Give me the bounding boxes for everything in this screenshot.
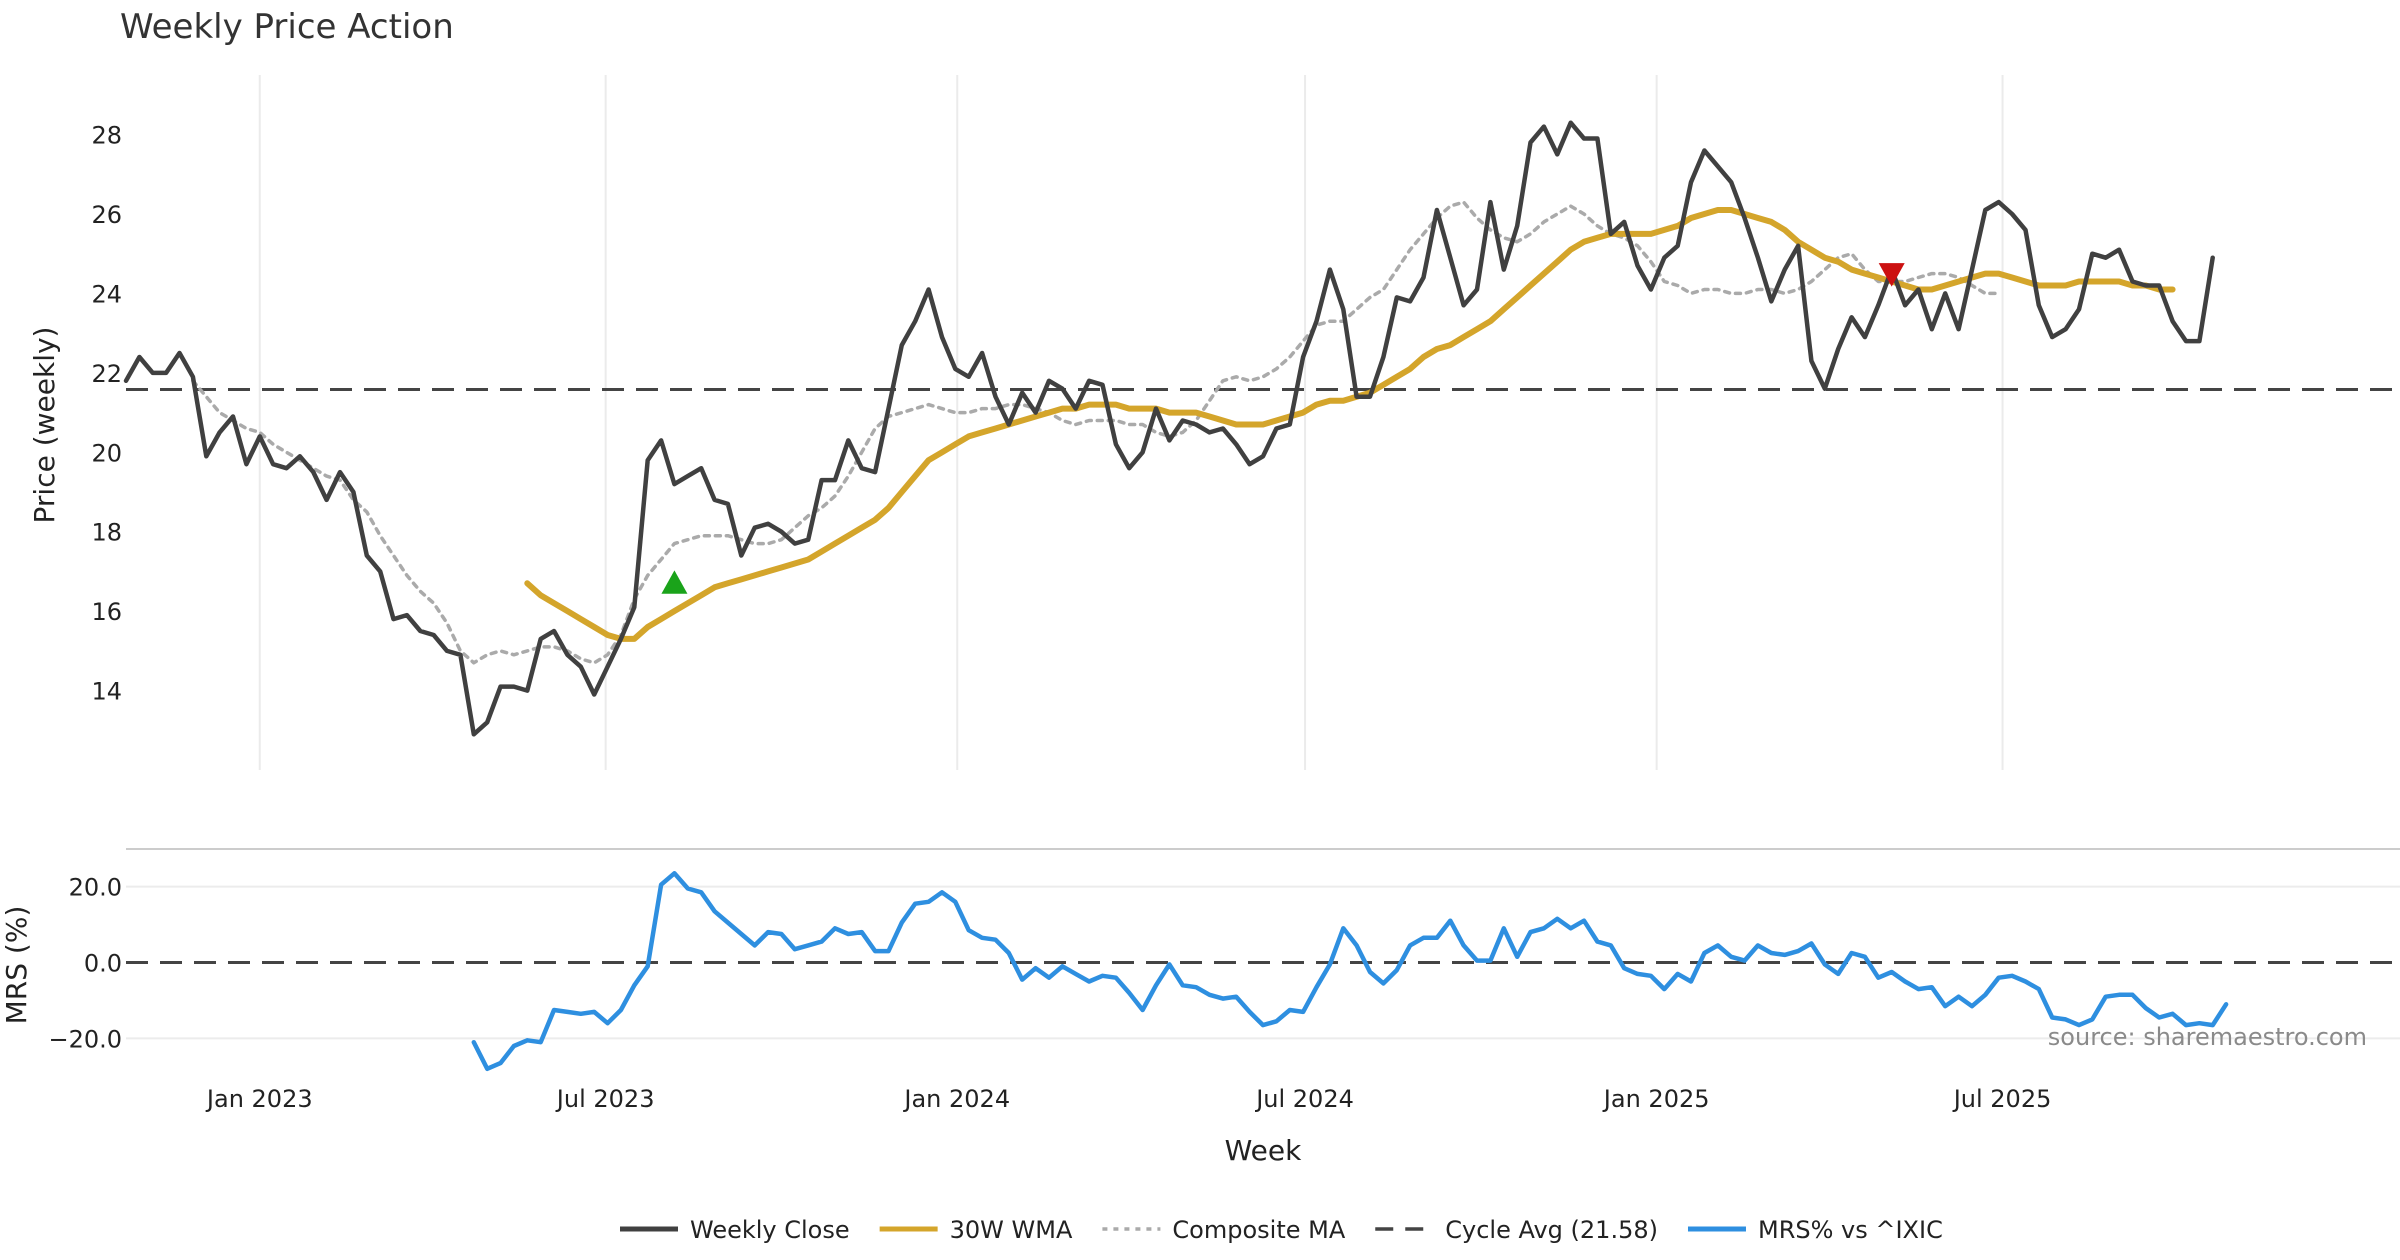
price-vertical-gridlines: [258, 75, 2004, 770]
price-y-tick-label: 18: [91, 519, 122, 547]
legend-label: Weekly Close: [690, 1216, 850, 1244]
mrs-series-layer: [126, 871, 2400, 1072]
mrs-gridlines: [126, 885, 2400, 1040]
price-y-tick-label: 16: [91, 598, 122, 626]
source-note: source: sharemaestro.com: [2048, 1023, 2367, 1051]
price-panel: 14 16 18 20 22 24 26 28 Price (weekly): [28, 75, 2400, 770]
price-y-tick-label: 24: [91, 280, 122, 308]
x-tick-label: Jan 2023: [205, 1085, 313, 1113]
series-30w-wma-line: [524, 207, 2176, 642]
legend-label: 30W WMA: [950, 1216, 1073, 1244]
price-y-tick-label: 22: [91, 360, 122, 388]
x-axis: Jan 2023 Jul 2023 Jan 2024 Jul 2024 Jan 2025…: [205, 1085, 2051, 1113]
mrs-y-tick-label: −20.0: [48, 1025, 122, 1053]
buy-signal-marker: [661, 570, 688, 594]
x-axis-label: Week: [1225, 1134, 1302, 1167]
series-composite-ma-line: [191, 200, 2001, 665]
mrs-y-axis: 20.0 0.0 −20.0: [48, 874, 122, 1054]
legend-label: MRS% vs ^IXIC: [1758, 1216, 1943, 1244]
price-y-tick-label: 26: [91, 201, 122, 229]
chart-title: Weekly Price Action: [120, 7, 454, 47]
x-tick-label: Jul 2024: [1254, 1085, 1354, 1113]
legend-label: Composite MA: [1172, 1216, 1345, 1244]
signal-markers: [661, 263, 1905, 594]
mrs-y-tick-label: 0.0: [84, 950, 122, 978]
x-tick-label: Jan 2025: [1602, 1085, 1710, 1113]
price-y-tick-label: 28: [91, 122, 122, 150]
legend: Weekly Close 30W WMA Composite MA Cycle Avg…: [620, 1216, 1943, 1244]
x-tick-label: Jul 2025: [1952, 1085, 2052, 1113]
legend-label: Cycle Avg (21.58): [1445, 1216, 1658, 1244]
x-tick-label: Jan 2024: [902, 1085, 1010, 1113]
series-weekly-close-line: [123, 120, 2215, 737]
mrs-panel: 20.0 0.0 −20.0 MRS (%) source: sharemaestr…: [0, 848, 2400, 1072]
price-y-tick-label: 20: [91, 439, 122, 467]
x-tick-label: Jul 2023: [555, 1085, 655, 1113]
price-y-tick-label: 14: [91, 678, 122, 706]
sell-signal-marker: [1878, 263, 1905, 287]
price-y-axis: 14 16 18 20 22 24 26 28: [91, 122, 122, 706]
series-mrs-vs-ixic-line: [471, 871, 2229, 1072]
price-y-axis-label: Price (weekly): [28, 327, 61, 524]
mrs-y-tick-label: 20.0: [69, 874, 122, 902]
mrs-y-axis-label: MRS (%): [0, 906, 33, 1025]
price-series-layer: [123, 120, 2400, 737]
